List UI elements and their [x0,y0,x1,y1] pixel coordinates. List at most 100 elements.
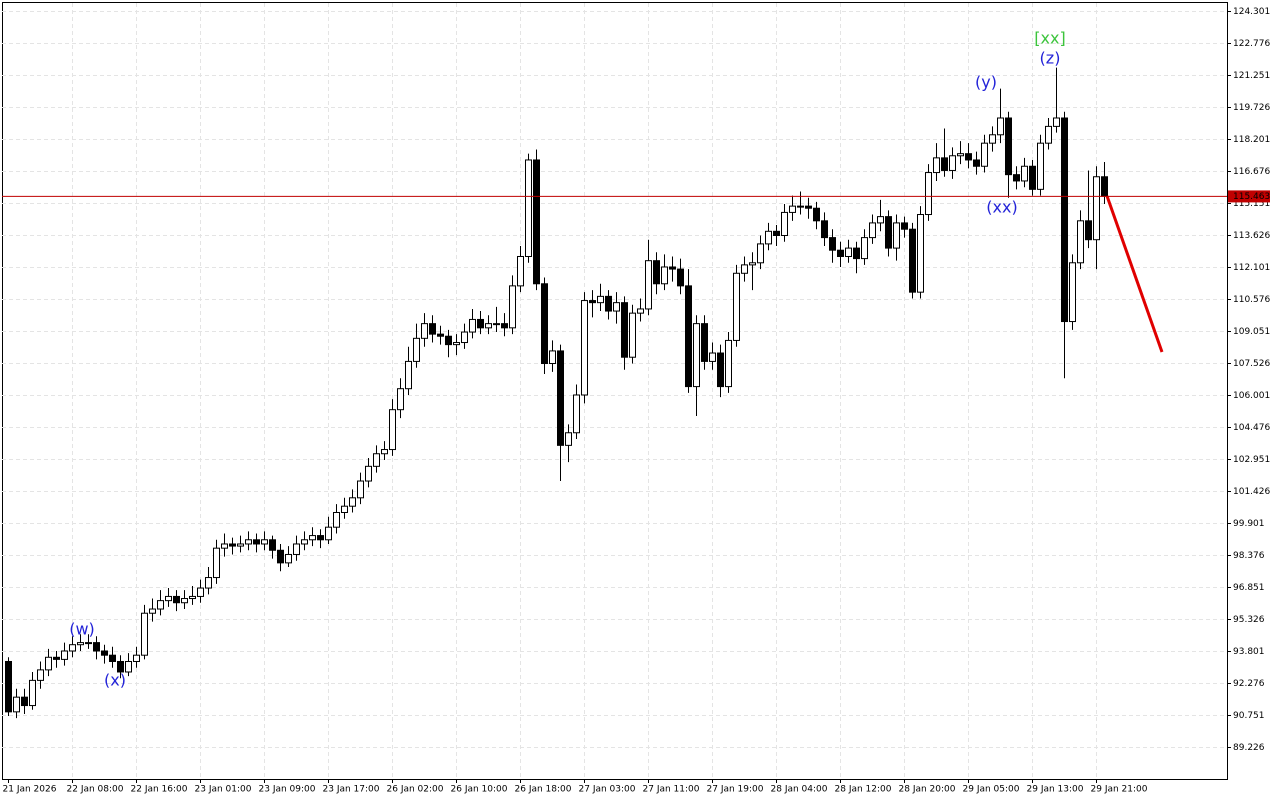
candle-body [853,247,860,260]
candle-body [1029,165,1036,190]
candle-body [229,543,236,547]
candle-body [821,220,828,239]
candle-body [29,679,36,707]
wave-label: (y) [975,73,997,92]
candle-body [533,159,540,285]
candles [5,67,1108,719]
candle-body [493,323,500,326]
candle-body [413,337,420,362]
forecast-arrow [1105,195,1164,353]
y-tick-label: 93.801 [1233,647,1265,657]
candle-body [941,157,948,171]
x-tick-label: 28 Jan 20:00 [899,785,956,795]
candle-body [461,331,468,344]
candle-body [653,260,660,285]
candle-body [973,159,980,167]
y-tick-label: 113.626 [1233,231,1270,241]
candle-body [981,142,988,167]
candle-body [1077,220,1084,264]
candle-body [165,595,172,602]
candle-body [1093,176,1100,241]
candle-body [349,497,356,507]
candle-body [61,650,68,660]
candle-body [581,300,588,396]
y-tick-label: 115.151 [1233,199,1270,209]
y-tick-label: 98.376 [1233,551,1265,561]
y-tick-label: 116.676 [1233,167,1270,177]
candle-body [421,323,428,339]
candle-body [1061,117,1068,323]
candle-body [517,255,524,287]
candle-body [605,295,612,312]
candle-body [709,352,716,362]
wave-label: [xx] [1034,29,1065,48]
current-price-label: 115.463 [1233,192,1270,202]
candle-body [597,295,604,304]
candle-body [885,216,892,249]
candle-body [37,669,44,681]
candle-body [117,660,124,673]
y-tick-label: 124.301 [1233,7,1270,17]
y-tick-label: 99.901 [1233,519,1265,529]
x-tick-label: 21 Jan 2026 [3,785,57,795]
candle-body [669,266,676,270]
candle-body [133,654,140,662]
candle-body [437,333,444,337]
candle-body [957,153,964,157]
candle-body [77,642,84,646]
candle-body [789,205,796,213]
y-tick-label: 107.526 [1233,359,1270,369]
candle-body [317,535,324,541]
y-tick-label: 118.201 [1233,135,1270,145]
candle-body [509,285,516,329]
candle-body [565,432,572,446]
candle-body [485,323,492,329]
y-tick-label: 95.326 [1233,615,1265,625]
candle-body [1101,176,1108,197]
candle-body [389,409,396,451]
wave-label: (z) [1040,49,1061,68]
x-tick-label: 27 Jan 11:00 [643,785,700,795]
candle-body [917,214,924,293]
candle-body [301,539,308,545]
candle-body [1013,174,1020,182]
candle-body [245,539,252,545]
candle-body [741,264,748,274]
y-tick-label: 112.101 [1233,263,1270,273]
candle-body [69,644,76,652]
candle-body [661,266,668,285]
candle-body [149,608,156,614]
candle-body [157,600,164,610]
wave-label: (x) [104,671,126,690]
candle-body [925,172,932,216]
candle-body [725,339,732,388]
x-tick-label: 22 Jan 16:00 [131,785,188,795]
candle-body [989,134,996,144]
candle-body [5,660,12,713]
candle-body [693,323,700,388]
candle-body [221,543,228,549]
candle-body [629,312,636,358]
x-tick-label: 23 Jan 01:00 [195,785,252,795]
y-tick-label: 92.276 [1233,679,1265,689]
x-tick-label: 22 Jan 08:00 [67,785,124,795]
y-tick-label: 122.776 [1233,39,1270,49]
candle-body [757,243,764,264]
candle-body [893,222,900,249]
candle-body [269,539,276,551]
candle-body [797,205,804,208]
candle-body [333,511,340,528]
candle-body [405,360,412,390]
candle-body [965,153,972,161]
candle-body [357,480,364,499]
candle-body [109,654,116,662]
candle-body [141,612,148,656]
candle-body [477,318,484,329]
candle-body [365,465,372,482]
candle-body [869,222,876,239]
x-tick-label: 26 Jan 10:00 [451,785,508,795]
candle-body [813,207,820,222]
candle-body [765,230,772,245]
x-tick-label: 29 Jan 05:00 [963,785,1020,795]
